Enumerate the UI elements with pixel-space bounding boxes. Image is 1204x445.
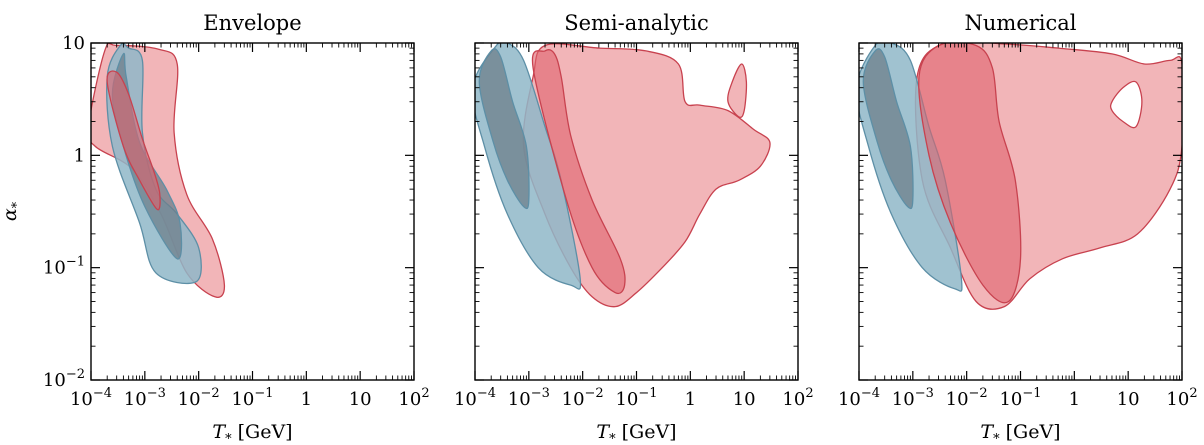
x-tick-label: 1	[301, 389, 312, 410]
y-axis-label: α*	[0, 201, 25, 221]
y-tick-label: 10−1	[43, 255, 85, 279]
y-tick-label: 10−2	[43, 367, 85, 391]
x-tick-label: 10−4	[70, 386, 112, 410]
plot-area	[475, 43, 771, 308]
x-tick-label: 10−1	[999, 386, 1041, 410]
x-tick-label: 1	[685, 389, 696, 410]
plot-area	[859, 43, 1182, 310]
x-tick-label: 10	[1117, 389, 1140, 410]
x-tick-label: 10−3	[508, 386, 550, 410]
contour-white-hole	[1109, 80, 1143, 129]
contour-blue-inner	[862, 48, 914, 210]
x-tick-label: 10	[733, 389, 756, 410]
x-tick-label: 102	[782, 386, 813, 410]
plot-area	[91, 43, 226, 298]
x-tick-label: 1	[1069, 389, 1080, 410]
x-tick-label: 10−1	[615, 386, 657, 410]
contour-blue-inner	[478, 48, 530, 210]
x-axis-label: T* [GeV]	[212, 421, 292, 445]
contour-red-inner	[106, 70, 161, 211]
x-tick-label: 10−4	[454, 386, 496, 410]
x-tick-label: 10−3	[124, 386, 166, 410]
panel-title: Semi-analytic	[564, 11, 709, 35]
contour-red-inner	[918, 43, 1022, 304]
x-tick-label: 10−1	[231, 386, 273, 410]
y-tick-label: 1	[74, 145, 85, 166]
panel-semi-analytic: 10−4 10−3 10−2 10−1 1 10 102 Semi-analytic T* [G…	[454, 11, 814, 445]
x-tick-label: 10−2	[178, 386, 220, 410]
x-tick-label: 102	[398, 386, 429, 410]
contour-red-island	[727, 63, 748, 119]
y-tick-label: 10	[62, 33, 85, 54]
contour-red-inner	[531, 49, 626, 295]
x-axis-label: T* [GeV]	[596, 421, 676, 445]
x-tick-label: 10−2	[562, 386, 604, 410]
x-tick-label: 10−3	[892, 386, 934, 410]
x-axis-label: T* [GeV]	[980, 421, 1060, 445]
x-tick-label: 10−4	[838, 386, 880, 410]
panel-envelope: 10−4 10−3 10−2 10−1 1 10 102 10−2 10−1 1 10 Envelop…	[0, 11, 430, 445]
x-tick-label: 10−2	[946, 386, 988, 410]
panel-numerical: 10−4 10−3 10−2 10−1 1 10 102 Numerical T* [GeV]	[838, 11, 1198, 445]
x-tick-label: 102	[1166, 386, 1197, 410]
x-tick-label: 10	[349, 389, 372, 410]
panel-title: Envelope	[203, 11, 301, 35]
panel-title: Numerical	[965, 11, 1077, 35]
